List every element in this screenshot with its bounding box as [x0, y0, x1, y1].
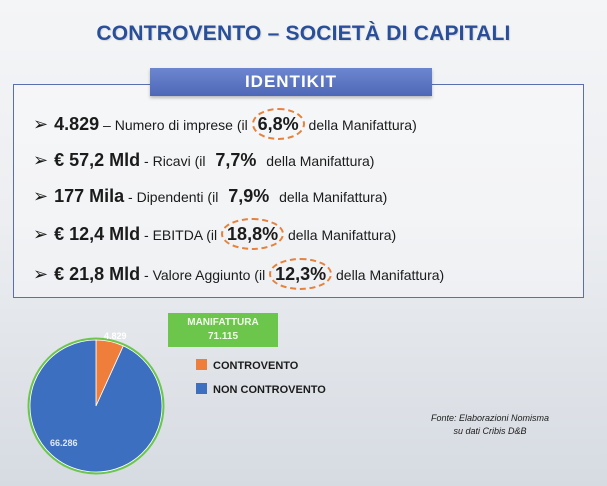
row-percentage: 18,8%	[221, 218, 285, 250]
pie-chart-svg	[27, 337, 165, 475]
row-percentage: 7,7%	[215, 150, 257, 170]
pie-label-non-controvento: 66.286	[50, 438, 78, 448]
row-value: € 12,4 Mld	[54, 224, 141, 244]
pie-label-controvento: 4.829	[104, 331, 127, 341]
legend-label-non-controvento: NON CONTROVENTO	[213, 384, 326, 396]
row-description: - Dipendenti	[124, 189, 208, 205]
row-arrow-icon: ➢	[33, 114, 49, 134]
row-percentage: 6,8%	[251, 108, 305, 140]
row-percentage: 7,9%	[228, 186, 270, 206]
pie-chart: 4.829 66.286	[26, 318, 166, 482]
row-description: - Valore Aggiunto	[140, 267, 255, 283]
identikit-row: ➢ € 21,8 Mld - Valore Aggiunto (il 12,3% …	[33, 258, 445, 290]
row-suffix: della Manifattura)	[304, 117, 417, 133]
row-prefix: (il	[207, 189, 223, 205]
source-line-2: su dati Cribis D&B	[453, 426, 527, 436]
row-arrow-icon: ➢	[33, 224, 49, 244]
page-title: CONTROVENTO – SOCIETÀ DI CAPITALI	[96, 22, 511, 45]
row-prefix: (il	[194, 153, 210, 169]
source-note: Fonte: Elaborazioni Nomisma su dati Crib…	[400, 412, 580, 438]
row-arrow-icon: ➢	[33, 186, 49, 206]
row-value: 4.829	[54, 114, 100, 134]
manifattura-label: MANIFATTURA	[187, 317, 259, 328]
row-prefix: (il	[206, 227, 222, 243]
legend-swatch-controvento	[196, 359, 207, 370]
row-prefix: (il	[254, 267, 270, 283]
identikit-row: ➢ € 57,2 Mld - Ricavi (il 7,7% della Mani…	[33, 144, 374, 174]
manifattura-badge: MANIFATTURA 71.115	[168, 313, 278, 347]
row-value: € 57,2 Mld	[54, 150, 141, 170]
pie-slice-non-controvento	[29, 339, 163, 473]
row-suffix: della Manifattura)	[262, 153, 375, 169]
row-suffix: della Manifattura)	[332, 267, 445, 283]
row-suffix: della Manifattura)	[284, 227, 397, 243]
row-arrow-icon: ➢	[33, 264, 49, 284]
identikit-row: ➢ € 12,4 Mld - EBITDA (il 18,8% della Man…	[33, 218, 397, 250]
source-line-1: Fonte: Elaborazioni Nomisma	[430, 413, 550, 423]
row-arrow-icon: ➢	[33, 150, 49, 170]
row-prefix: (il	[236, 117, 252, 133]
identikit-row: ➢ 177 Mila - Dipendenti (il 7,9% della Ma…	[33, 180, 387, 210]
row-description: - EBITDA	[140, 227, 207, 243]
legend-swatch-non-controvento	[196, 383, 207, 394]
row-description: – Numero di imprese	[99, 117, 237, 133]
identikit-row: ➢ 4.829 – Numero di imprese (il 6,8% dell…	[33, 108, 417, 140]
row-value: € 21,8 Mld	[54, 264, 141, 284]
identikit-banner: IDENTIKIT	[150, 68, 432, 96]
legend-item-controvento: CONTROVENTO	[196, 358, 298, 374]
legend-label-controvento: CONTROVENTO	[213, 360, 299, 372]
legend-item-non-controvento: NON CONTROVENTO	[196, 382, 326, 398]
row-suffix: della Manifattura)	[275, 189, 388, 205]
row-description: - Ricavi	[140, 153, 195, 169]
manifattura-value: 71.115	[207, 331, 239, 342]
row-percentage: 12,3%	[269, 258, 333, 290]
row-value: 177 Mila	[54, 186, 125, 206]
